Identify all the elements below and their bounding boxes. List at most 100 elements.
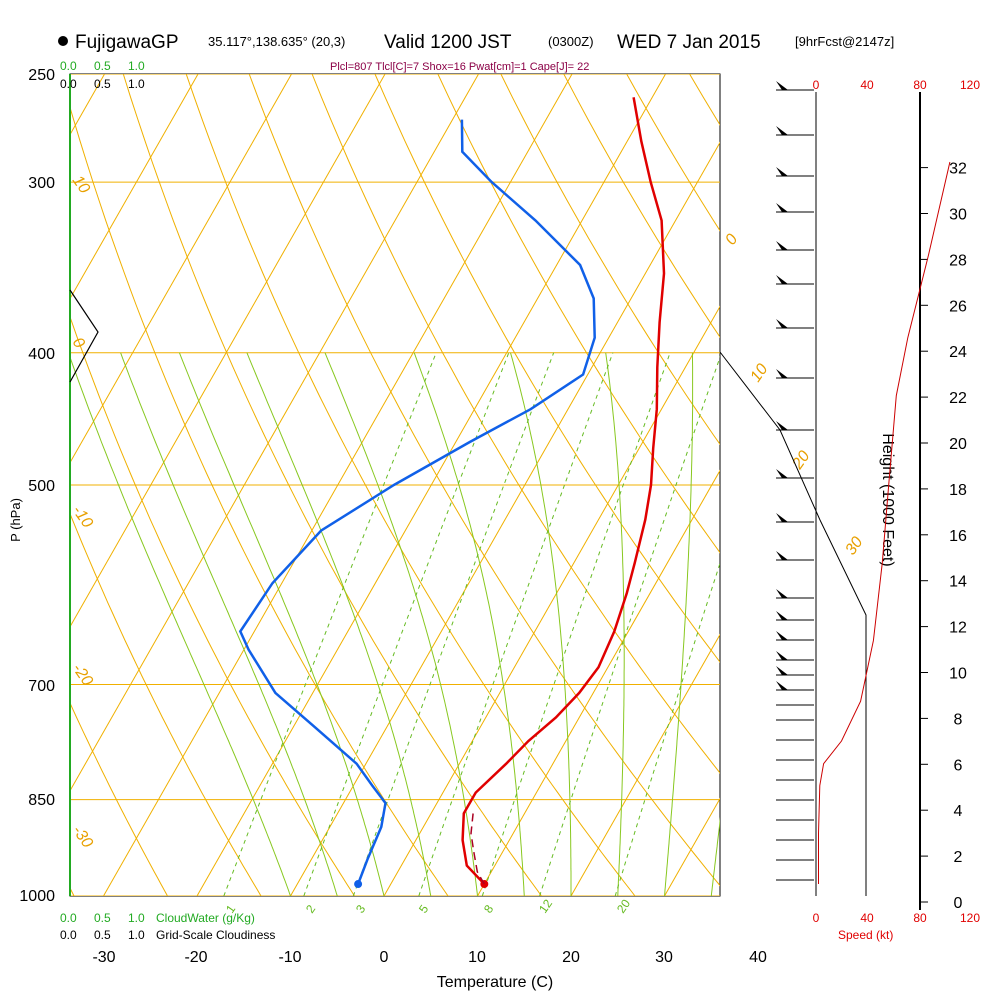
- wind-barb-flag: [776, 631, 788, 640]
- x-axis-label: Temperature (C): [437, 974, 553, 991]
- y-tick-300: 300: [28, 175, 55, 192]
- y-tick-400: 400: [28, 346, 55, 363]
- moist-adiabat: [510, 352, 572, 896]
- moist-adiabat: [664, 352, 694, 896]
- cloudiness-tick-bottom-0: 0.0: [60, 928, 77, 942]
- height-tick-label: 14: [949, 574, 967, 591]
- x-tick-30: 30: [655, 949, 673, 966]
- wind-barb-flag: [776, 666, 788, 675]
- height-tick-label: 30: [949, 207, 967, 224]
- mixing-ratio-line: [539, 355, 720, 896]
- cloudiness-tick-top-1: 0.5: [94, 77, 111, 91]
- isotherm-label: 0: [722, 231, 741, 248]
- forecast-label: [9hrFcst@2147z]: [795, 34, 894, 49]
- x-tick-40: 40: [749, 949, 767, 966]
- speed-tick-top-0: 0: [813, 78, 820, 92]
- station-coords: 35.117°,138.635° (20,3): [208, 34, 345, 49]
- cloud-tick-bottom-0: 0.0: [60, 911, 77, 925]
- cloud-tick-bottom-2: 1.0: [128, 911, 145, 925]
- speed-tick-top-120: 120: [960, 78, 980, 92]
- height-tick-label: 4: [954, 803, 963, 820]
- isotherm-label: 10: [747, 361, 771, 385]
- dry-adiabat: [816, 74, 1000, 896]
- speed-axis-label: Speed (kt): [838, 928, 893, 942]
- mixing-ratio-label: 2: [303, 902, 318, 916]
- cloudiness-tick-bottom-1: 0.5: [94, 928, 111, 942]
- wind-barb-flag: [776, 651, 788, 660]
- wind-barb-flag: [776, 681, 788, 690]
- cloud-tick-bottom-1: 0.5: [94, 911, 111, 925]
- dry-adiabat: [248, 74, 720, 887]
- theta-label: 0: [69, 335, 88, 352]
- stability-indices: Plcl=807 Tlcl[C]=7 Shox=16 Pwat[cm]=1 Ca…: [330, 61, 589, 73]
- valid-time: Valid 1200 JST: [384, 32, 512, 53]
- height-tick-label: 22: [949, 390, 967, 407]
- wind-barb-flag: [776, 369, 788, 378]
- isotherm-line: [290, 141, 720, 896]
- height-tick-label: 20: [949, 436, 967, 453]
- mixing-ratio-line: [418, 352, 614, 896]
- x-tick-0: 0: [380, 949, 389, 966]
- station-dot-icon: [58, 36, 68, 46]
- x-tick-m30: -30: [92, 949, 115, 966]
- isotherm-line: [103, 74, 573, 896]
- mixing-ratio-label: 20: [614, 896, 633, 915]
- speed-tick-top-80: 80: [913, 78, 927, 92]
- x-tick-m10: -10: [278, 949, 301, 966]
- height-tick-label: 8: [954, 711, 963, 728]
- wind-barb-flag: [776, 611, 788, 620]
- cloudiness-tick-bottom-2: 1.0: [128, 928, 145, 942]
- x-tick-20: 20: [562, 949, 580, 966]
- cloudiness-tick-top-2: 1.0: [128, 77, 145, 91]
- series-parcel-line: [470, 813, 485, 885]
- moist-adiabat: [70, 355, 291, 896]
- dry-adiabat: [70, 105, 449, 896]
- moist-adiabat: [413, 352, 525, 896]
- wind-barb-flag: [776, 551, 788, 560]
- height-tick-label: 32: [949, 161, 967, 178]
- height-tick-label: 10: [949, 666, 967, 683]
- mixing-ratio-line: [614, 561, 720, 896]
- cloudwater-label: CloudWater (g/Kg): [156, 911, 255, 925]
- dry-adiabat: [437, 74, 720, 554]
- theta-label: -30: [69, 823, 96, 852]
- dry-adiabat: [311, 74, 720, 774]
- height-tick-label: 0: [954, 895, 963, 912]
- series-temperature-surface-point: [480, 880, 489, 889]
- cloud-tick-top-0: 0.0: [60, 59, 77, 73]
- theta-label: 10: [69, 173, 93, 197]
- height-tick-label: 28: [949, 252, 967, 269]
- moist-adiabat: [710, 816, 720, 896]
- x-tick-m20: -20: [184, 949, 207, 966]
- dry-adiabat: [374, 74, 720, 663]
- wind-barb-flag: [776, 241, 788, 250]
- wind-barb-flag: [776, 469, 788, 478]
- speed-tick-bottom-80: 80: [913, 911, 927, 925]
- dry-adiabat: [70, 701, 168, 896]
- moist-adiabat: [324, 352, 478, 896]
- y-tick-500: 500: [28, 478, 55, 495]
- wind-barb-flag: [776, 81, 788, 90]
- height-tick-label: 12: [949, 620, 967, 637]
- wind-barb-flag: [776, 319, 788, 328]
- wind-barb-flag: [776, 126, 788, 135]
- dry-adiabat: [70, 512, 262, 896]
- mixing-ratio-label: 8: [481, 902, 496, 916]
- cloudiness-profile: [69, 289, 99, 383]
- dry-adiabat: [500, 74, 720, 446]
- wind-barb-flag: [776, 275, 788, 284]
- isotherm-line: [570, 633, 720, 896]
- cloud-tick-top-1: 0.5: [94, 59, 111, 73]
- isotherm-line: [70, 74, 479, 792]
- valid-date: WED 7 Jan 2015: [617, 32, 761, 53]
- y-tick-850: 850: [28, 792, 55, 809]
- wind-barb-flag: [776, 421, 788, 430]
- height-tick-label: 6: [954, 757, 963, 774]
- series-dewpoint-surface-point: [354, 880, 363, 889]
- dry-adiabat: [563, 74, 720, 339]
- isotherm-line: [477, 469, 720, 896]
- isotherm-line: [852, 74, 1000, 896]
- isotherm-label: 20: [789, 448, 814, 473]
- y-axis-label: P (hPa): [8, 498, 23, 542]
- y-tick-1000: 1000: [19, 888, 55, 905]
